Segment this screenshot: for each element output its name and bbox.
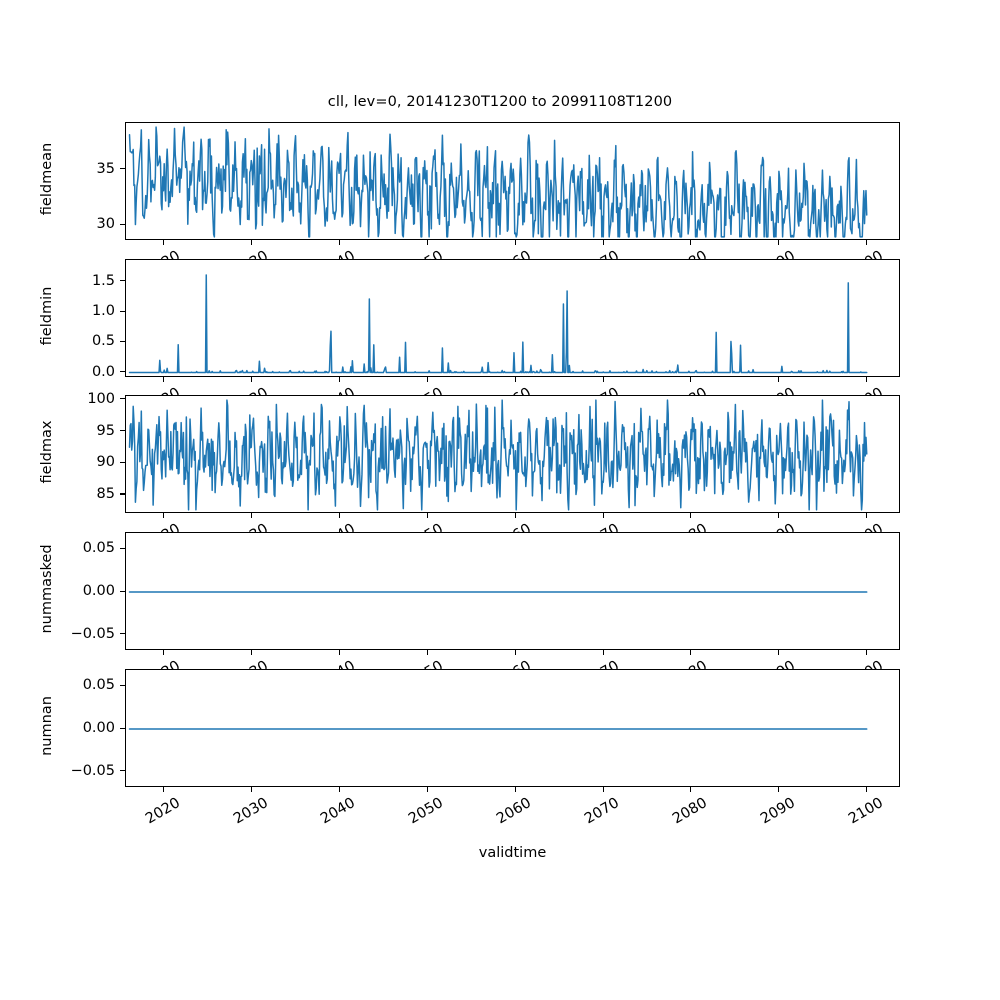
x-tick-mark [866, 240, 868, 245]
y-tick-mark-fieldmin [120, 280, 125, 282]
y-tick-label-fieldmin: 0.0 [91, 363, 115, 380]
y-tick-label-fieldmean: 30 [96, 216, 115, 233]
x-tick-mark [338, 787, 340, 792]
x-tick-mark [866, 377, 868, 382]
y-tick-label-nummasked: −0.05 [70, 625, 115, 642]
plot-area-numnan [128, 728, 868, 730]
x-tick-mark [251, 377, 253, 382]
x-tick-mark [426, 377, 428, 382]
y-tick-label-nummasked: 0.00 [82, 583, 115, 599]
y-axis-label-nummasked: nummasked [39, 544, 55, 634]
x-tick-mark [866, 513, 868, 518]
x-tick-mark [866, 787, 868, 792]
x-tick-mark [778, 787, 780, 792]
y-tick-label-fieldmax: 100 [87, 390, 115, 407]
y-axis-label-numnan: numnan [39, 696, 55, 756]
y-tick-label-fieldmax: 90 [96, 454, 115, 471]
x-tick-mark [514, 240, 516, 245]
x-tick-mark [163, 787, 165, 792]
subplot-numnan [125, 669, 900, 787]
y-tick-mark-numnan [120, 770, 125, 772]
x-tick-mark [426, 787, 428, 792]
y-tick-label-numnan: −0.05 [70, 762, 115, 779]
y-tick-mark-fieldmax [120, 493, 125, 495]
y-tick-mark-fieldmin [120, 371, 125, 373]
x-axis-label: validtime [478, 845, 547, 861]
x-tick-mark [514, 787, 516, 792]
x-tick-mark [426, 650, 428, 655]
y-tick-mark-fieldmin [120, 340, 125, 342]
y-tick-mark-fieldmean [120, 223, 125, 225]
x-tick-mark [602, 650, 604, 655]
y-tick-mark-numnan [120, 684, 125, 686]
figure-title: cll, lev=0, 20141230T1200 to 20991108T12… [327, 94, 673, 110]
x-tick-mark [778, 377, 780, 382]
x-tick-mark [426, 240, 428, 245]
x-tick-mark [690, 787, 692, 792]
x-tick-mark [778, 650, 780, 655]
subplot-fieldmax [125, 395, 900, 513]
subplot-fieldmean [125, 122, 900, 240]
x-tick-mark [602, 513, 604, 518]
x-tick-mark [163, 650, 165, 655]
x-tick-mark [690, 377, 692, 382]
x-tick-mark [426, 513, 428, 518]
series-fieldmin [128, 274, 868, 374]
series-fieldmean [128, 126, 868, 238]
x-tick-mark [338, 377, 340, 382]
y-axis-label-fieldmean: fieldmean [39, 142, 55, 216]
x-tick-mark [251, 513, 253, 518]
y-tick-label-fieldmax: 85 [96, 485, 115, 502]
y-tick-label-nummasked: 0.05 [82, 540, 115, 557]
y-tick-label-fieldmean: 35 [96, 160, 115, 177]
x-tick-mark [690, 513, 692, 518]
y-tick-mark-numnan [120, 727, 125, 729]
y-tick-mark-fieldmax [120, 398, 125, 400]
x-tick-mark [251, 787, 253, 792]
x-tick-mark [690, 240, 692, 245]
x-tick-mark [338, 650, 340, 655]
x-tick-mark [251, 240, 253, 245]
y-tick-mark-nummasked [120, 590, 125, 592]
plot-area-fieldmean [128, 126, 868, 238]
x-tick-mark [690, 650, 692, 655]
x-tick-mark [602, 377, 604, 382]
x-tick-mark [778, 513, 780, 518]
x-tick-mark [514, 377, 516, 382]
y-tick-label-numnan: 0.05 [82, 677, 115, 694]
subplot-fieldmin [125, 259, 900, 377]
subplot-nummasked [125, 532, 900, 650]
y-tick-label-fieldmax: 95 [96, 422, 115, 439]
plot-area-fieldmin [128, 274, 868, 374]
y-tick-mark-fieldmean [120, 168, 125, 170]
x-tick-mark [251, 650, 253, 655]
y-tick-mark-fieldmin [120, 310, 125, 312]
x-tick-mark [163, 377, 165, 382]
x-tick-mark [602, 787, 604, 792]
y-tick-label-fieldmin: 1.0 [91, 303, 115, 320]
x-tick-mark [163, 513, 165, 518]
plot-area-nummasked [128, 591, 868, 593]
x-tick-mark [338, 240, 340, 245]
y-tick-mark-nummasked [120, 547, 125, 549]
y-tick-label-fieldmin: 1.5 [91, 272, 115, 289]
x-tick-mark [163, 240, 165, 245]
y-tick-label-fieldmin: 0.5 [91, 333, 115, 350]
x-tick-mark [602, 240, 604, 245]
y-tick-mark-fieldmax [120, 430, 125, 432]
series-fieldmax [128, 399, 868, 511]
x-tick-mark [338, 513, 340, 518]
x-tick-mark [866, 650, 868, 655]
x-tick-mark [514, 650, 516, 655]
y-axis-label-fieldmax: fieldmax [39, 420, 55, 484]
plot-area-fieldmax [128, 399, 868, 511]
x-tick-mark [778, 240, 780, 245]
y-tick-mark-nummasked [120, 633, 125, 635]
y-tick-label-numnan: 0.00 [82, 720, 115, 736]
y-tick-mark-fieldmax [120, 461, 125, 463]
x-tick-mark [514, 513, 516, 518]
